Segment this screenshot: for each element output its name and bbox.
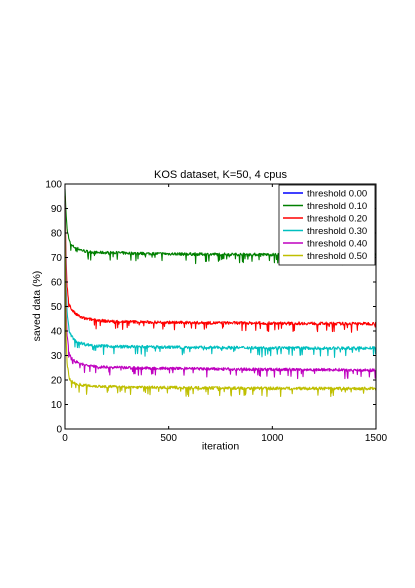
- y-tick-label: 100: [45, 180, 62, 191]
- y-tick-label: 60: [51, 278, 63, 289]
- legend-box: [278, 184, 376, 266]
- y-tick-label: 40: [51, 327, 63, 338]
- y-tick-label: 20: [51, 376, 63, 387]
- series-line-5: [64, 208, 377, 398]
- y-tick-label: 50: [51, 302, 63, 313]
- x-tick-label: 500: [160, 433, 177, 444]
- x-axis-label: iteration: [202, 441, 240, 453]
- x-tick-label: 1000: [261, 433, 284, 444]
- legend-label-4: threshold 0.40: [307, 239, 367, 250]
- y-axis: 0 10 20 30 40 50 60 70 80 90 100: [45, 180, 376, 436]
- legend-label-1: threshold 0.10: [307, 201, 367, 212]
- series-line-4: [64, 203, 377, 380]
- y-tick-label: 70: [51, 253, 63, 264]
- y-tick-label: 30: [51, 351, 63, 362]
- legend-label-5: threshold 0.50: [307, 251, 367, 262]
- y-axis-label: saved data (%): [31, 271, 43, 342]
- x-tick-label: 1500: [365, 433, 388, 444]
- legend-label-2: threshold 0.20: [307, 214, 367, 225]
- series-line-3: [64, 201, 377, 358]
- y-tick-label: 80: [51, 229, 63, 240]
- legend-label-3: threshold 0.30: [307, 226, 367, 237]
- y-tick-label: 10: [51, 400, 63, 411]
- y-tick-label: 0: [56, 425, 62, 436]
- legend-label-0: threshold 0.00: [307, 189, 367, 200]
- y-tick-label: 90: [51, 204, 63, 215]
- chart-title: KOS dataset, K=50, 4 cpus: [154, 169, 287, 181]
- x-tick-label: 0: [62, 433, 68, 444]
- series-line-2: [64, 196, 377, 333]
